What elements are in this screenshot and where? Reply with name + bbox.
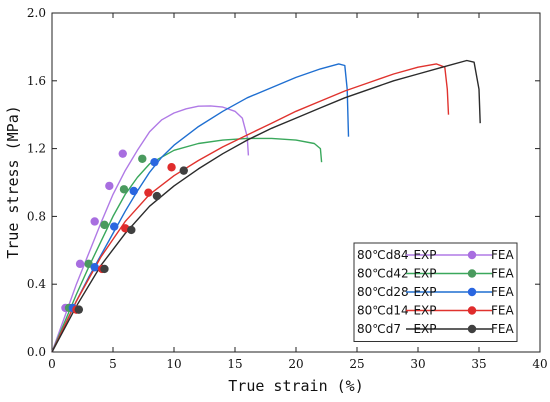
legend-series-label: 80℃d14 [357, 304, 409, 318]
x-tick-label: 35 [471, 357, 486, 371]
legend-fea-marker [467, 324, 477, 334]
legend-fea-marker [467, 287, 477, 297]
fea-point-0 [105, 181, 114, 191]
legend-fea-label: FEA [491, 285, 514, 299]
legend-fea-marker [467, 306, 477, 315]
legend-fea-marker [467, 250, 477, 260]
fea-point-1 [119, 185, 129, 194]
series-line-0 [51, 105, 250, 353]
y-axis-title: True stress (MPa) [4, 105, 22, 259]
series-line-3 [51, 63, 450, 353]
x-tick-label: 25 [349, 357, 364, 371]
legend-fea-label: FEA [491, 267, 514, 281]
legend-series-label: 80℃d7 [357, 322, 401, 336]
y-tick-label: 0.4 [27, 277, 46, 291]
series-line-2 [51, 63, 350, 353]
fea-point-4 [179, 166, 188, 175]
x-tick-label: 30 [410, 357, 425, 371]
fea-point-1 [138, 154, 147, 163]
x-tick-label: 10 [166, 357, 181, 371]
legend-series-label: 80℃d28 [357, 285, 409, 299]
x-tick-label: 20 [288, 357, 303, 371]
fea-point-1 [84, 259, 93, 269]
data-series [51, 59, 481, 353]
legend-exp-label: EXP [413, 285, 436, 299]
x-tick-label: 15 [227, 357, 242, 371]
legend-fea-label: FEA [491, 248, 514, 262]
y-tick-label: 1.6 [27, 74, 46, 88]
y-tick-label: 0.0 [27, 345, 46, 359]
legend-fea-marker [467, 269, 477, 278]
fea-point-0 [75, 259, 85, 269]
fea-point-4 [127, 225, 136, 235]
legend-series-label: 80℃d84 [357, 248, 409, 262]
x-axis-title: True strain (%) [228, 377, 363, 395]
legend-fea-label: FEA [491, 304, 514, 318]
x-tick-label: 40 [532, 357, 547, 371]
legend-exp-label: EXP [413, 248, 436, 262]
fea-point-2 [110, 222, 119, 231]
legend-exp-label: EXP [413, 322, 436, 336]
legend-fea-label: FEA [491, 322, 514, 336]
y-tick-label: 1.2 [27, 142, 46, 156]
fea-point-0 [118, 149, 127, 158]
fea-point-1 [100, 220, 109, 230]
legend-exp-label: EXP [413, 267, 436, 281]
fea-point-4 [74, 305, 84, 314]
series-line-4 [51, 59, 481, 353]
fea-point-2 [150, 157, 159, 167]
fea-point-4 [100, 264, 109, 274]
fea-point-3 [167, 163, 176, 172]
y-tick-label: 2.0 [27, 6, 46, 20]
axis-ticks: 0 5 10 15 20 25 30 35 40 0.0 0.4 0.8 1.2 1.6 2.0 [27, 6, 548, 371]
fea-point-2 [129, 186, 138, 196]
x-tick-label: 0 [48, 357, 56, 371]
x-tick-label: 5 [109, 357, 117, 371]
fea-point-4 [152, 191, 162, 201]
fea-point-2 [90, 263, 99, 272]
y-tick-label: 0.8 [27, 209, 46, 223]
legend-series-label: 80℃d42 [357, 267, 409, 281]
legend: 80℃d84 EXP FEA 80℃d42 EXP FEA 80℃d28 EXP FEA 80℃d… [353, 242, 518, 342]
fea-point-3 [144, 188, 153, 197]
legend-exp-label: EXP [413, 304, 436, 318]
fea-point-0 [90, 217, 99, 226]
